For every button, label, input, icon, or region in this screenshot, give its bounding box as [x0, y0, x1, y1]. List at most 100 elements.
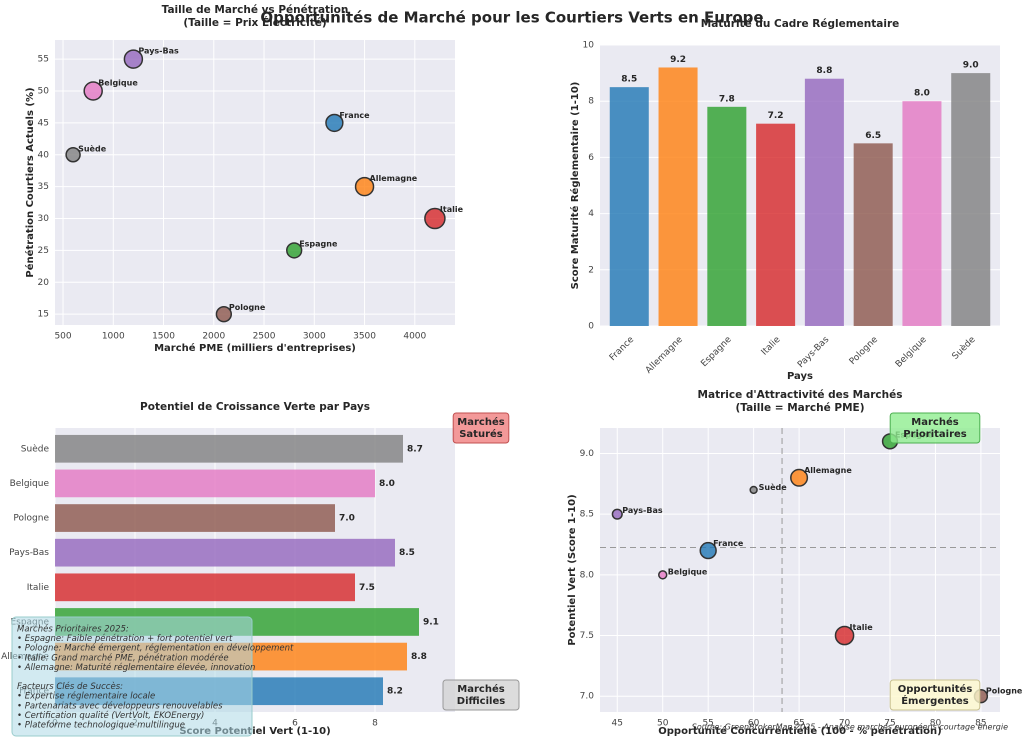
x-tick-label: 55: [702, 719, 713, 729]
value-label: 8.8: [411, 652, 427, 662]
y-tick-label: Pays-Bas: [9, 548, 49, 558]
x-tick-label: Suède: [950, 334, 978, 362]
value-label: 7.2: [768, 111, 784, 121]
value-label: 8.7: [407, 444, 423, 454]
x-tick-label: 50: [657, 719, 669, 729]
bubble: [123, 49, 144, 69]
bar: [853, 143, 893, 326]
value-label: 8.2: [387, 687, 403, 697]
bubble: [834, 625, 855, 646]
y-tick-label: 15: [38, 310, 49, 320]
y-tick-label: 20: [38, 278, 50, 288]
bar: [658, 67, 698, 326]
y-tick-label: 0: [588, 322, 594, 332]
chart-title: Taille de Marché vs Pénétration: [162, 4, 349, 16]
bar: [55, 573, 355, 602]
x-tick-label: 1000: [102, 332, 125, 342]
bubble: [749, 485, 758, 495]
value-label: 8.8: [816, 66, 832, 76]
annotation-box: [452, 412, 510, 444]
annotation-text: Émergentes: [901, 694, 969, 707]
y-tick-label: 9.0: [580, 449, 595, 459]
bubble: [424, 207, 446, 230]
value-label: 8.0: [379, 479, 395, 489]
point-label: Pologne: [986, 686, 1023, 695]
x-tick-label: 65: [793, 719, 804, 729]
chart-title: Matrice d'Attractivité des Marchés: [698, 389, 903, 401]
text-box-line: • Italie: Grand marché PME, pénétration …: [17, 652, 229, 663]
x-tick-label: Espagne: [699, 334, 734, 369]
x-tick-label: 3000: [303, 332, 326, 342]
bar: [55, 469, 375, 498]
bar: [951, 73, 991, 326]
x-tick-label: 80: [930, 719, 942, 729]
point-label: Pays-Bas: [622, 506, 663, 515]
y-axis-label: Potentiel Vert (Score 1-10): [567, 494, 578, 645]
value-label: 8.5: [621, 75, 637, 85]
x-tick-label: Allemagne: [644, 334, 685, 375]
chart-title: (Taille = Prix Électricité): [183, 16, 326, 29]
point-label: France: [713, 539, 744, 548]
bar: [902, 101, 942, 326]
point-label: Belgique: [98, 79, 138, 88]
y-tick-label: 35: [38, 182, 49, 192]
x-tick-label: 75: [884, 719, 895, 729]
value-label: 8.0: [914, 89, 930, 99]
bubble: [658, 570, 668, 580]
point-label: Suède: [78, 143, 107, 153]
chart-title: Potentiel de Croissance Verte par Pays: [140, 401, 370, 413]
y-tick-label: 8.0: [580, 570, 595, 580]
x-tick-label: Pays-Bas: [796, 335, 831, 370]
text-box-line: • Allemagne: Maturité réglementaire élev…: [17, 662, 255, 673]
y-tick-label: 10: [583, 41, 595, 51]
text-box-bg: [11, 616, 253, 737]
plot-area: [55, 40, 455, 325]
bubble: [790, 468, 809, 487]
bubble: [325, 113, 344, 133]
y-tick-label: 6: [588, 153, 594, 163]
annotation-box: [889, 679, 981, 711]
x-tick-label: 8: [372, 719, 378, 729]
text-box-line: • Partenariats avec développeurs renouve…: [17, 700, 223, 711]
x-tick-label: 4000: [403, 332, 426, 342]
x-tick-label: Belgique: [894, 334, 929, 369]
bar: [707, 106, 747, 326]
bar: [55, 504, 335, 532]
point-label: Pays-Bas: [138, 47, 179, 56]
y-tick-label: Pologne: [13, 514, 49, 524]
value-label: 9.0: [963, 61, 979, 71]
text-box-line: • Plateforme technologique multilingue: [17, 721, 185, 731]
page-title: Opportunités de Marché pour les Courtier…: [260, 9, 763, 27]
point-label: Allemagne: [804, 466, 852, 475]
y-tick-label: 30: [38, 214, 50, 224]
bubble: [611, 508, 623, 520]
bar: [804, 78, 844, 326]
bubble: [699, 541, 717, 560]
value-label: 9.2: [670, 55, 686, 65]
annotation-text: Marchés: [457, 683, 504, 695]
x-axis-label: Score Potentiel Vert (1-10): [179, 726, 330, 737]
point-label: Suède: [759, 482, 788, 492]
bubble: [354, 176, 375, 197]
y-tick-label: 8.5: [580, 510, 594, 520]
x-tick-label: 2500: [253, 332, 276, 342]
y-tick-label: 25: [38, 246, 49, 256]
bar: [55, 434, 403, 463]
text-box-line: Facteurs Clés de Succès:: [17, 681, 123, 692]
value-label: 7.5: [359, 583, 375, 593]
y-tick-label: 45: [38, 118, 49, 128]
x-tick-label: 45: [612, 719, 623, 729]
annotation-box: [442, 679, 520, 711]
bubble: [83, 81, 103, 101]
y-tick-label: 7.5: [580, 631, 594, 641]
text-box-line: • Espagne: Faible pénétration + fort pot…: [17, 633, 233, 644]
y-tick-label: Belgique: [10, 479, 50, 489]
text-box-line: • Expertise réglementaire locale: [17, 691, 155, 702]
chart-title: (Taille = Marché PME): [735, 402, 864, 414]
source-note: Source: GreenBrokerMap 2025 - Analyse ma…: [692, 722, 1008, 732]
point-label: Espagne: [299, 239, 338, 248]
y-tick-label: 50: [38, 87, 50, 97]
